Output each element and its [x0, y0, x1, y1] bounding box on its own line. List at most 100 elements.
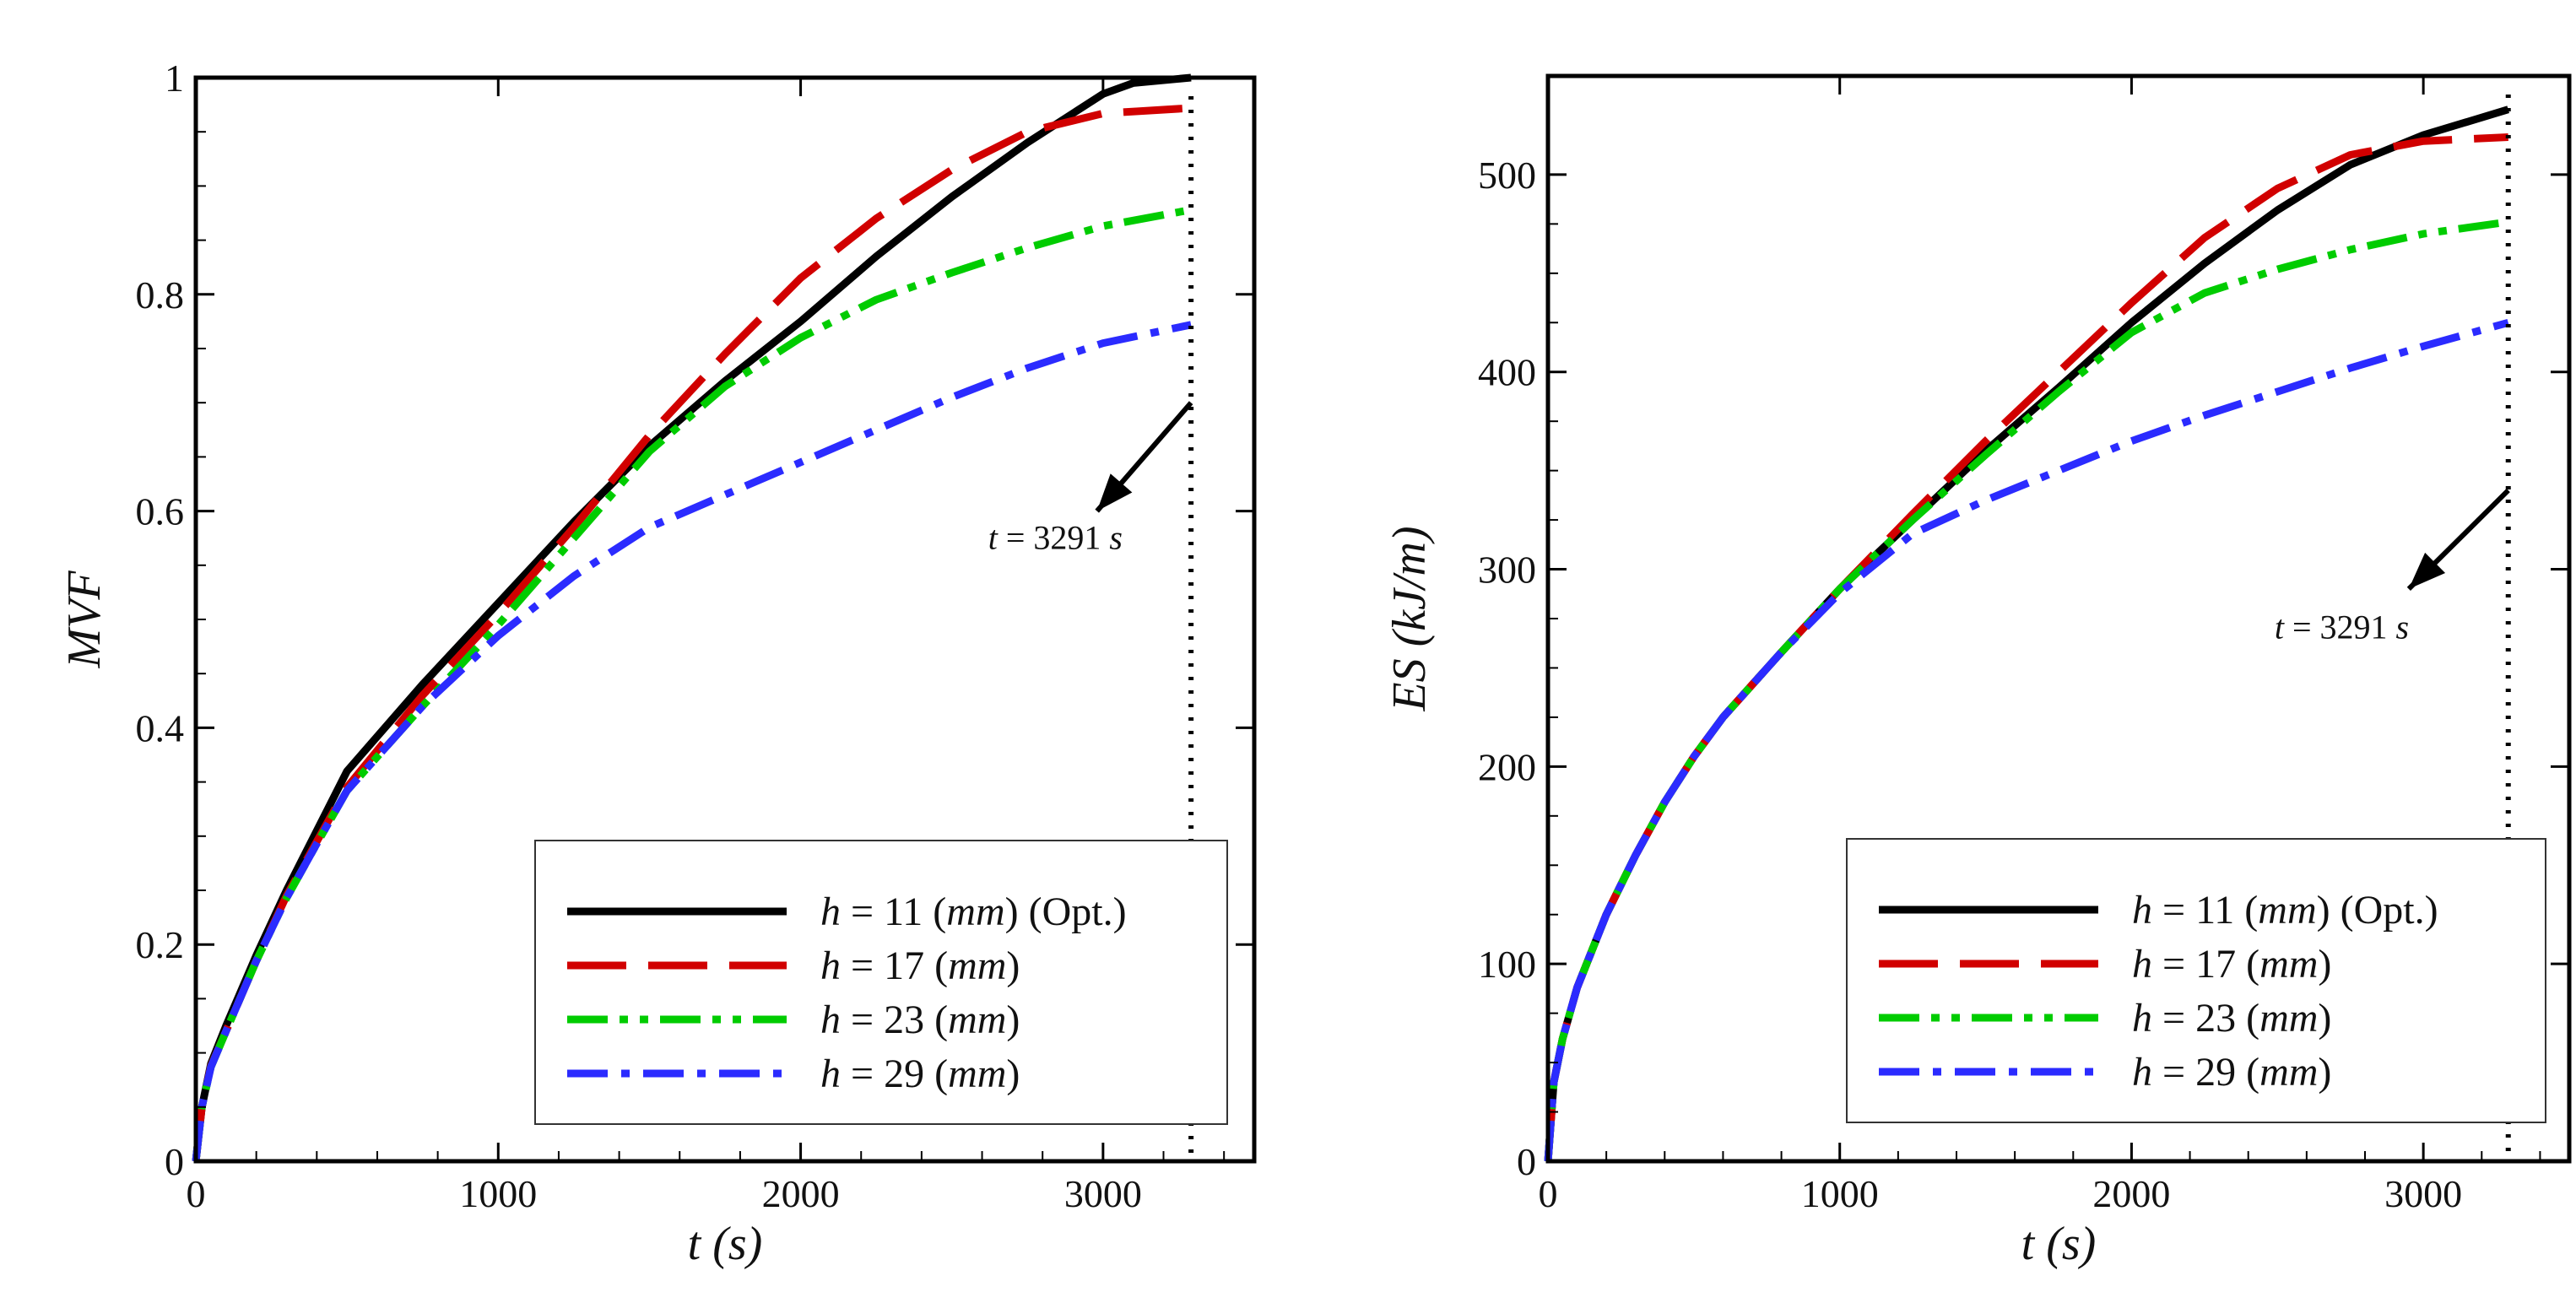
legend-text: = 29 ( — [2152, 1050, 2259, 1095]
legend-var: h — [820, 998, 841, 1042]
y-tick-label: 200 — [1478, 745, 1536, 788]
legend-label-2: h = 17 (mm) — [2132, 942, 2331, 987]
legend-label-3: h = 23 (mm) — [2132, 996, 2331, 1041]
legend-label-4: h = 29 (mm) — [2132, 1050, 2331, 1095]
annotation-value: = 3291 — [998, 519, 1110, 557]
legend-text: ) (Opt.) — [1005, 889, 1127, 934]
legend-text: ) (Opt.) — [2317, 888, 2438, 933]
series-group — [1544, 105, 2510, 1162]
x-axis-label: t (s) — [2021, 1218, 2097, 1270]
x-axis-label-paren: ) — [2078, 1218, 2097, 1270]
series-line-4 — [192, 321, 1193, 1162]
legend-var: h — [820, 943, 841, 988]
y-tick-label: 0.4 — [136, 706, 185, 749]
y-axis-label-part: ES — [1383, 658, 1436, 711]
legend-label-3: h = 23 (mm) — [820, 998, 1020, 1042]
annotation-text: t = 3291 s — [2275, 608, 2409, 646]
y-tick-label: 400 — [1478, 351, 1536, 394]
legend-var: h — [820, 889, 841, 934]
x-tick-label: 1000 — [459, 1172, 537, 1215]
legend-label-2: h = 17 (mm) — [820, 943, 1020, 988]
y-axis-label-part: ) — [1383, 526, 1436, 544]
y-tick-label-text: 200 — [1478, 745, 1536, 788]
x-axis-label-paren: ( — [701, 1218, 731, 1270]
legend-text: = 17 ( — [841, 943, 948, 988]
y-tick-label: 500 — [1478, 154, 1536, 197]
y-tick-label: 0.2 — [136, 923, 185, 966]
x-tick-label: 2000 — [762, 1172, 840, 1215]
series-line-3 — [192, 206, 1192, 1162]
legend-unit: mm — [948, 998, 1006, 1042]
y-axis-label: ES (kJ/m) — [1383, 526, 1436, 711]
x-tick-label: 3000 — [2384, 1172, 2462, 1215]
legend-var: h — [2132, 888, 2152, 933]
x-tick-label-text: 1000 — [1801, 1172, 1879, 1215]
legend-text: ) — [1006, 943, 1020, 988]
legend-label-4: h = 29 (mm) — [820, 1052, 1020, 1096]
chart-right: 0 1000 2000 3000 0 100 200 300 400 500 t (s) ES (kJ… — [1383, 73, 2572, 1270]
legend-text: ) — [2318, 942, 2331, 987]
legend-unit: mm — [2259, 1050, 2318, 1095]
legend-text: ) — [1006, 998, 1020, 1042]
legend-var: h — [2132, 1050, 2152, 1095]
x-axis-label-unit: s — [2062, 1218, 2081, 1270]
x-tick-label-text: 0 — [187, 1172, 206, 1215]
y-tick-label-text: 300 — [1478, 549, 1536, 592]
legend-label-1: h = 11 (mm) (Opt.) — [2132, 888, 2438, 933]
y-tick-label-text: 0 — [165, 1140, 184, 1183]
y-tick-label-text: 0.6 — [136, 490, 185, 533]
annotation-arrowhead — [1096, 473, 1133, 511]
legend-label-1: h = 11 (mm) (Opt.) — [820, 889, 1127, 934]
legend-text: = 11 ( — [2152, 888, 2258, 933]
legend-unit: mm — [946, 889, 1004, 934]
y-tick-label: 100 — [1478, 943, 1536, 986]
chart-left: 0 1000 2000 3000 0 0.2 0.4 0.6 0.8 1 t (s) MVF t = 3… — [58, 57, 1257, 1270]
annotation-text: t = 3291 s — [988, 519, 1123, 557]
x-tick-label-text: 3000 — [2384, 1172, 2462, 1215]
x-axis-label: t (s) — [688, 1218, 763, 1270]
ticks-group: 0 1000 2000 3000 0 0.2 0.4 0.6 0.8 1 — [136, 57, 1254, 1215]
legend-unit: mm — [948, 1052, 1006, 1096]
ticks-group: 0 1000 2000 3000 0 100 200 300 400 500 — [1478, 76, 2569, 1215]
legend: h = 11 (mm) (Opt.)h = 17 (mm)h = 23 (mm)… — [534, 840, 1228, 1125]
x-tick-label: 1000 — [1801, 1172, 1879, 1215]
annotation-var: t — [988, 519, 998, 557]
series-group — [192, 73, 1193, 1162]
legend-text: = 17 ( — [2152, 942, 2259, 987]
y-tick-label-text: 400 — [1478, 351, 1536, 394]
legend-unit: mm — [2258, 888, 2316, 933]
x-axis-label-var: t — [2021, 1218, 2036, 1270]
x-tick-label-text: 2000 — [762, 1172, 840, 1215]
legend-text: ) — [1006, 1052, 1020, 1096]
x-tick-label-text: 3000 — [1064, 1172, 1142, 1215]
legend: h = 11 (mm) (Opt.)h = 17 (mm)h = 23 (mm)… — [1846, 838, 2546, 1123]
legend-text: = 11 ( — [841, 889, 946, 934]
x-axis-label-var: t — [688, 1218, 702, 1270]
y-tick-label-text: 0 — [1517, 1140, 1536, 1183]
x-tick-label-text: 1000 — [459, 1172, 537, 1215]
legend-unit: mm — [2259, 996, 2318, 1041]
y-tick-label: 0.6 — [136, 490, 185, 533]
annotation-value: = 3291 — [2284, 608, 2396, 646]
y-axis-label-part: kJ/m — [1383, 542, 1436, 631]
annotation-unit: s — [2396, 608, 2410, 646]
y-axis-label-part: MVF — [58, 570, 111, 669]
legend-text: = 23 ( — [841, 998, 948, 1042]
x-tick-label: 2000 — [2092, 1172, 2170, 1215]
y-tick-label-text: 500 — [1478, 154, 1536, 197]
legend-text: ) — [2318, 996, 2331, 1041]
legend-var: h — [820, 1052, 841, 1096]
legend-text: = 23 ( — [2152, 996, 2259, 1041]
y-tick-label: 0.8 — [136, 273, 185, 316]
y-tick-label-text: 1 — [165, 57, 184, 100]
legend-text: ) — [2318, 1050, 2331, 1095]
x-tick-label-text: 0 — [1539, 1172, 1558, 1215]
annotation-arrowhead — [2408, 552, 2446, 589]
series-line-4 — [1544, 318, 2509, 1162]
y-tick-label: 1 — [165, 57, 184, 100]
y-tick-label: 0 — [165, 1140, 184, 1183]
x-axis-label-unit: s — [728, 1218, 747, 1270]
annotation-var: t — [2275, 608, 2285, 646]
legend-unit: mm — [2259, 942, 2318, 987]
x-tick-label: 0 — [187, 1172, 206, 1215]
